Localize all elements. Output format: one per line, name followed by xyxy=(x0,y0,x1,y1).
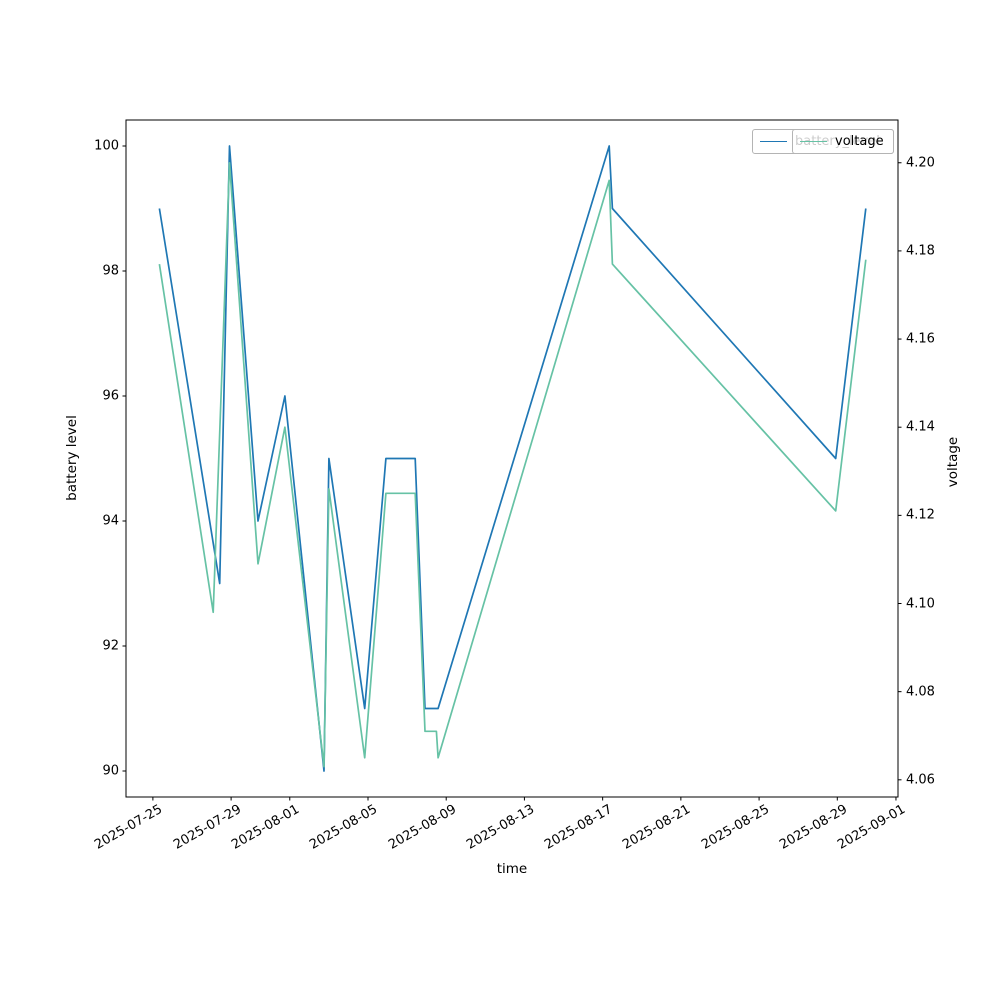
y-tick-label-right: 4.06 xyxy=(906,772,935,788)
y-axis-label-left: battery level xyxy=(64,415,80,501)
legend-line-sample-voltage xyxy=(800,141,827,142)
y-tick-label-right: 4.08 xyxy=(906,684,935,700)
y-tick-label-left: 96 xyxy=(102,388,119,404)
y-axis-label-right: voltage xyxy=(945,436,961,488)
y-tick-label-left: 94 xyxy=(102,513,119,529)
y-tick-label-right: 4.20 xyxy=(906,155,935,171)
y-tick-label-left: 98 xyxy=(102,263,119,279)
y-tick-label-right: 4.16 xyxy=(906,331,935,347)
x-axis-label: time xyxy=(496,861,528,877)
y-tick-label-right: 4.14 xyxy=(906,419,935,435)
axes-spines xyxy=(125,119,899,798)
y-tick-label-left: 92 xyxy=(102,638,119,654)
legend-label-voltage: voltage xyxy=(835,134,884,149)
legend-voltage: voltage xyxy=(792,129,894,154)
y-tick-label-left: 90 xyxy=(102,763,119,779)
y-tick-label-right: 4.10 xyxy=(906,596,935,611)
voltage-line xyxy=(158,161,867,768)
y-tick-label-left: 100 xyxy=(94,138,119,154)
y-tick-label-right: 4.18 xyxy=(906,243,935,259)
battery_level-line xyxy=(158,145,867,772)
y-tick-label-right: 4.12 xyxy=(906,507,935,523)
legend-line-sample-battery xyxy=(760,141,787,142)
